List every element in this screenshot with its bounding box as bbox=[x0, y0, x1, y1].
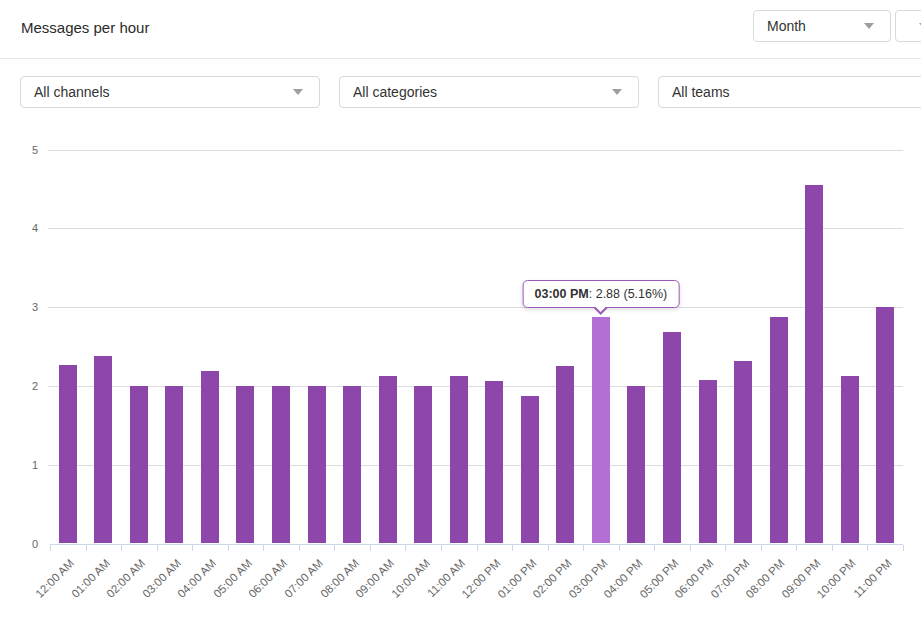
chart-bar[interactable] bbox=[450, 376, 468, 543]
axis-tick bbox=[334, 545, 335, 552]
y-axis-label: 0 bbox=[8, 538, 38, 550]
chart-bar[interactable] bbox=[343, 386, 361, 544]
axis-tick bbox=[477, 545, 478, 552]
chart-bar[interactable] bbox=[699, 380, 717, 543]
axis-tick bbox=[867, 545, 868, 552]
chart-bar[interactable] bbox=[201, 371, 219, 544]
chart-bar[interactable] bbox=[734, 361, 752, 543]
chart: 01234512:00 AM01:00 AM02:00 AM03:00 AM04… bbox=[0, 0, 921, 622]
chart-bar[interactable] bbox=[627, 386, 645, 544]
chart-tooltip: 03:00 PM: 2.88 (5.16%) bbox=[523, 280, 680, 308]
chart-bar[interactable] bbox=[841, 376, 859, 543]
axis-tick bbox=[512, 545, 513, 552]
gridline bbox=[48, 228, 903, 229]
gridline bbox=[48, 150, 903, 151]
chart-bar[interactable] bbox=[770, 317, 788, 543]
chart-bar[interactable] bbox=[592, 317, 610, 544]
axis-tick bbox=[405, 545, 406, 552]
x-axis-label: 11:00 PM bbox=[851, 557, 894, 600]
x-axis-label: 09:00 AM bbox=[353, 557, 396, 600]
chart-bar[interactable] bbox=[236, 386, 254, 544]
axis-tick bbox=[832, 545, 833, 552]
axis-tick bbox=[299, 545, 300, 552]
axis-tick bbox=[228, 545, 229, 552]
axis-tick bbox=[121, 545, 122, 552]
axis-tick bbox=[50, 545, 51, 552]
chart-bar[interactable] bbox=[379, 376, 397, 543]
axis-tick bbox=[370, 545, 371, 552]
chart-bar[interactable] bbox=[663, 332, 681, 543]
x-axis-label: 07:00 AM bbox=[282, 557, 325, 600]
chart-bar[interactable] bbox=[165, 386, 183, 544]
axis-tick bbox=[690, 545, 691, 552]
axis-tick bbox=[263, 545, 264, 552]
axis-tick bbox=[157, 545, 158, 552]
axis-tick bbox=[192, 545, 193, 552]
axis-tick bbox=[761, 545, 762, 552]
axis-tick bbox=[619, 545, 620, 552]
tooltip-label: 03:00 PM bbox=[535, 287, 589, 301]
chart-bar[interactable] bbox=[805, 185, 823, 544]
tooltip-value: : 2.88 (5.16%) bbox=[589, 287, 668, 301]
axis-tick bbox=[796, 545, 797, 552]
chart-bar[interactable] bbox=[521, 396, 539, 543]
axis-tick bbox=[86, 545, 87, 552]
chart-bar[interactable] bbox=[130, 386, 148, 544]
chart-bar[interactable] bbox=[556, 366, 574, 543]
chart-bar[interactable] bbox=[94, 356, 112, 544]
chart-bar[interactable] bbox=[414, 386, 432, 544]
axis-tick bbox=[441, 545, 442, 552]
axis-tick bbox=[548, 545, 549, 552]
gridline bbox=[48, 307, 903, 308]
y-axis-label: 1 bbox=[8, 459, 38, 471]
axis-tick bbox=[583, 545, 584, 552]
chart-bar[interactable] bbox=[272, 386, 290, 544]
chart-bar[interactable] bbox=[59, 365, 77, 543]
y-axis-label: 2 bbox=[8, 380, 38, 392]
x-axis-label: 10:00 AM bbox=[389, 557, 432, 600]
y-axis-label: 4 bbox=[8, 222, 38, 234]
y-axis-label: 3 bbox=[8, 301, 38, 313]
axis-tick bbox=[903, 545, 904, 552]
axis-tick bbox=[654, 545, 655, 552]
y-axis-label: 5 bbox=[8, 144, 38, 156]
chart-bar[interactable] bbox=[876, 307, 894, 543]
chart-bar[interactable] bbox=[308, 386, 326, 544]
x-axis-label: 10:00 PM bbox=[815, 557, 858, 600]
chart-bar[interactable] bbox=[485, 381, 503, 543]
axis-tick bbox=[725, 545, 726, 552]
